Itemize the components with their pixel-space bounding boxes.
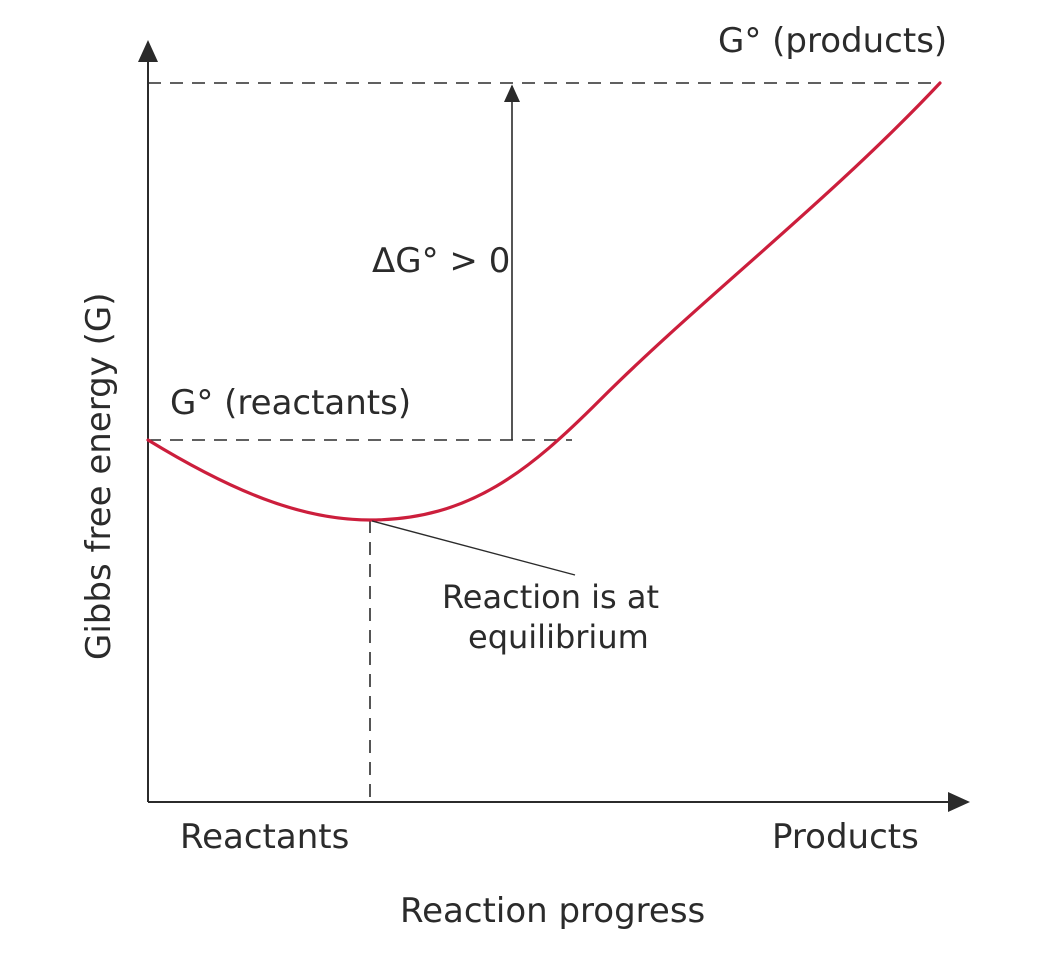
equilibrium-leader-line <box>371 520 576 576</box>
delta-g-label: ΔG° > 0 <box>372 241 510 281</box>
x-start-label: Reactants <box>180 817 349 857</box>
x-axis-label: Reaction progress <box>400 891 705 931</box>
g-reactants-label: G° (reactants) <box>170 383 411 423</box>
y-axis-label: Gibbs free energy (G) <box>79 293 119 660</box>
equilibrium-label-line2: equilibrium <box>468 618 649 656</box>
energy-curve <box>146 81 942 522</box>
g-products-label: G° (products) <box>718 21 947 61</box>
x-end-label: Products <box>772 817 919 857</box>
equilibrium-label-line1: Reaction is at <box>442 578 659 616</box>
